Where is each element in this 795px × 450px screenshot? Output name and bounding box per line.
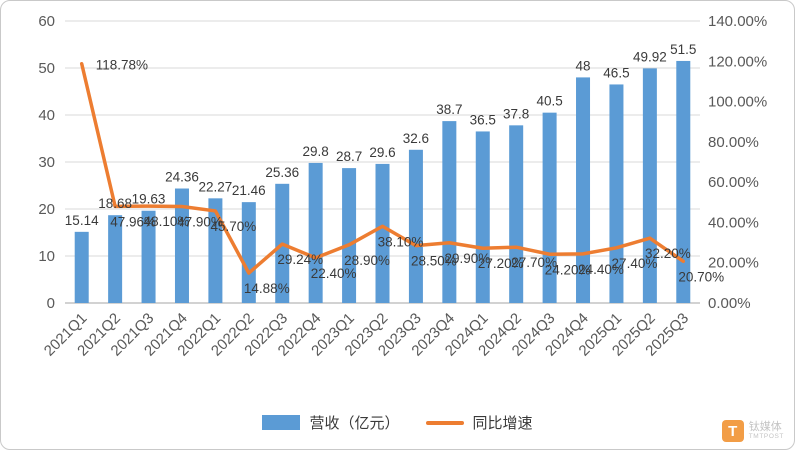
revenue-bar[interactable] [74,231,89,303]
revenue-bar[interactable] [108,215,123,303]
left-axis-tick: 10 [38,248,55,265]
bar-value-label: 19.63 [132,192,166,207]
bar-value-label: 15.14 [65,213,99,228]
line-value-label: 14.88% [244,281,290,296]
left-axis-tick: 20 [38,201,55,218]
left-axis-tick: 50 [38,60,55,77]
bar-value-label: 51.5 [670,42,696,57]
tmtpost-logo-icon: T [721,420,744,442]
watermark-text: 钛媒体 TMTPOST [749,421,784,440]
line-value-label: 32.20% [645,246,691,261]
right-axis-tick: 0.00% [708,295,751,312]
bar-value-label: 38.7 [436,102,462,117]
left-axis-tick: 60 [38,13,55,30]
line-value-label: 48.10% [144,214,190,229]
bar-value-label: 36.5 [470,112,496,127]
revenue-bar[interactable] [308,162,323,303]
revenue-bar[interactable] [408,149,423,303]
legend-label-revenue: 营收（亿元） [309,415,400,432]
right-axis-tick: 100.00% [708,94,767,111]
revenue-bar[interactable] [342,168,357,303]
bar-value-label: 29.8 [303,144,329,159]
right-axis-tick: 20.00% [708,255,759,272]
revenue-bar[interactable] [442,121,457,303]
revenue-bar[interactable] [475,131,490,303]
bar-value-label: 32.6 [403,131,429,146]
watermark-name-cn: 钛媒体 [748,421,782,434]
revenue-bar[interactable] [208,198,223,303]
left-axis-tick: 30 [38,154,55,171]
line-value-label: 38.10% [378,234,424,249]
bar-value-label: 40.5 [536,94,562,109]
line-value-label: 118.78% [96,58,148,73]
line-value-label: 28.50% [411,254,457,269]
legend-label-growth: 同比增速 [472,415,533,432]
line-value-label: 45.70% [210,219,256,234]
bar-value-label: 46.5 [603,65,629,80]
revenue-bar[interactable] [642,68,657,303]
line-value-label: 47.96% [110,214,156,229]
line-value-label: 22.40% [311,266,357,281]
growth-line[interactable] [79,61,686,275]
line-value-label: 47.90% [177,215,223,230]
revenue-bar[interactable] [676,60,691,304]
legend-item-revenue[interactable]: 营收（亿元） [262,412,400,433]
right-axis-tick: 120.00% [708,53,767,70]
bar-value-label: 18.68 [98,196,132,211]
watermark-name-en: TMTPOST [748,433,784,441]
bar-value-label: 25.36 [265,165,299,180]
revenue-bar[interactable] [576,77,591,304]
tmtpost-watermark: T 钛媒体 TMTPOST [721,420,784,442]
bar-value-label: 24.36 [165,170,199,185]
bar-value-label: 48 [576,58,591,73]
left-axis-tick: 0 [47,295,55,312]
bar-value-label: 37.8 [503,106,529,121]
line-value-label: 20.70% [678,269,724,284]
revenue-bar[interactable] [241,202,256,303]
revenue-bar-swatch [262,415,301,430]
line-value-label: 27.40% [612,256,658,271]
right-axis-tick: 140.00% [708,13,767,30]
revenue-bar[interactable] [174,188,189,303]
left-axis-tick: 40 [38,107,55,124]
revenue-bar[interactable] [141,210,156,303]
bar-value-label: 49.92 [633,49,667,64]
line-value-label: 28.90% [344,253,390,268]
line-value-label: 24.40% [578,262,624,277]
chart-legend: 营收（亿元） 同比增速 [1,412,794,433]
bar-value-label: 29.6 [369,145,395,160]
line-value-label: 27.20% [478,256,524,271]
right-axis-tick: 80.00% [708,134,759,151]
right-axis-tick: 60.00% [708,174,759,191]
right-axis-tick: 40.00% [708,214,759,231]
bar-value-label: 21.46 [232,183,266,198]
bar-value-label: 28.7 [336,149,362,164]
bar-value-label: 22.27 [198,179,232,194]
line-value-label: 29.24% [277,252,323,267]
revenue-bar[interactable] [375,163,390,303]
line-value-label: 24.20% [545,262,591,277]
revenue-bar[interactable] [509,125,524,303]
line-value-label: 29.90% [444,251,490,266]
legend-item-growth[interactable]: 同比增速 [425,412,533,433]
growth-line-swatch [425,420,464,425]
line-value-label: 27.70% [511,255,557,270]
